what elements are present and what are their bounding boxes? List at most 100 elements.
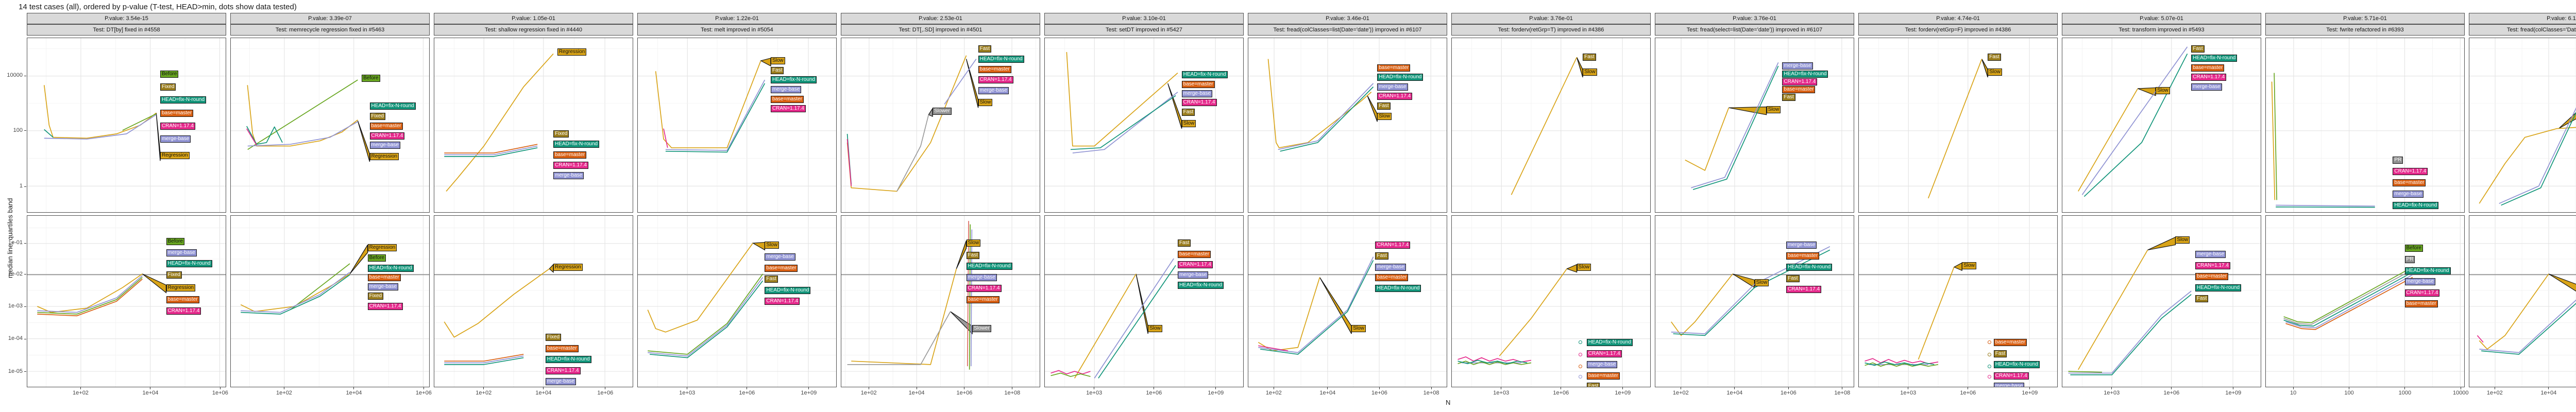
series-label: base=master [2195,273,2229,281]
facet-strip-pvalue: P.value: 1.22e-01 [637,13,837,24]
series-line-purple [44,115,157,139]
panel: base=master HEAD=fix-N-round merge-base CRA… [1248,38,1447,213]
x-axis-title: N [1446,399,1451,406]
series-line-teal [1458,360,1528,364]
series-label: merge-base [2195,251,2226,259]
series-label: Slower [933,108,952,115]
series-label: CRAN=1.17.4 [2195,262,2230,269]
data-dot [1988,374,1992,379]
series-line-teal [444,358,523,365]
series-label: base=master [2191,64,2225,72]
series-line-gold [656,61,761,148]
series-label: merge-base [1181,90,1212,98]
x-tick-label: 1e+06 [1146,390,1162,396]
facet-strip-pvalue: P.value: 5.07e-01 [2062,13,2261,24]
series-label: Fast [1993,350,2007,357]
chart-title: 14 test cases (all), ordered by p-value … [19,3,297,11]
facet-strip-pvalue: P.value: 2.53e-01 [841,13,1040,24]
series-label: merge-base [1177,271,1209,279]
series-label: base=master [1786,252,1820,260]
series-label: Before [166,238,184,246]
series-label: Regression [160,152,190,160]
series-label: HEAD=fix-N-round [166,260,212,268]
series-line-teal [241,275,350,314]
facet-strip-test: Test: DT[,.SD] improved in #4501 [841,24,1040,36]
y-tick-label: 1e-01 [8,239,23,246]
series-label: Slow [765,241,779,249]
series-label: HEAD=fix-N-round [1782,70,1828,78]
series-line-teal [2084,54,2187,196]
series-line-magenta [247,129,257,145]
y-tick-mark [24,186,26,187]
series-label: base=master [978,66,1011,74]
series-label: merge-base [553,172,584,180]
series-line-purple [1691,62,1778,187]
series-label: Fast [1177,239,1191,247]
series-label: Fast [966,251,979,259]
data-dot [1579,352,1583,356]
x-tick-label: 1000 [2398,390,2412,396]
series-label: merge-base [1586,361,1618,369]
x-tick-label: 1e+09 [1208,390,1224,396]
series-label: CRAN=1.17.4 [1377,93,1413,100]
series-line-magenta [1258,346,1288,351]
y-tick-label: 1e-02 [8,270,23,277]
panel-plot [2062,38,2261,212]
series-line-purple [1258,257,1373,353]
panel-plot [638,38,836,212]
x-tick-label: 1e+06 [956,390,973,396]
y-tick-mark [24,306,26,307]
series-label: HEAD=fix-N-round [1786,263,1833,271]
facet-strip-test: Test: fread(select=list(Date='date')) im… [1655,24,1854,36]
panel: Before merge-base HEAD=fix-N-round Fixed Reg… [27,215,226,387]
series-line-gold [2479,127,2576,203]
series-line-purple [241,272,350,313]
x-tick-label: 1e+08 [1004,390,1021,396]
series-label: merge-base [1782,62,1813,70]
series-label: Fast [1782,94,1795,101]
series-label: Regression [166,284,196,291]
series-line-purple [648,278,762,356]
series-label: merge-base [1377,83,1408,91]
facet-strip-test: Test: fread(colClasses='Date') improved … [2469,24,2576,36]
series-label: Slow [1988,68,2002,76]
series-label: CRAN=1.17.4 [545,367,581,374]
y-tick-label: 1 [19,183,23,189]
panel-plot [27,38,226,212]
series-label: HEAD=fix-N-round [966,263,1012,270]
series-line-gold [1512,57,1577,195]
panel: Slow Fast HEAD=fix-N-round merge-base CRAN=1… [841,215,1040,387]
series-line-green [2274,73,2277,200]
series-label: Fast [1586,382,1600,387]
x-tick-mark [219,387,221,389]
series-label: Slow [1377,113,1392,121]
series-line-green [248,80,358,149]
series-label: HEAD=fix-N-round [765,286,811,294]
series-line-purple [2069,291,2192,373]
series-line-gray [2284,270,2413,324]
series-label: base=master [1181,80,1215,88]
series-line-teal [247,126,282,144]
series-label: CRAN=1.17.4 [1177,261,1213,268]
series-line-teal [1693,66,1778,190]
panel-plot [2469,38,2576,212]
panel-plot [1248,216,1447,387]
series-label: HEAD=fix-N-round [978,55,1024,63]
x-tick-label: 1e+04 [535,390,552,396]
x-tick-label: 1e+09 [1615,390,1631,396]
series-label: CRAN=1.17.4 [2393,167,2428,175]
label-pointer [2138,87,2156,96]
series-label: base=master [2393,179,2426,186]
series-label: CRAN=1.17.4 [2191,74,2227,81]
series-label: CRAN=1.17.4 [1786,286,1822,294]
series-label: base=master [1782,85,1816,93]
panel: merge-baseHEAD=fix-N-roundbase=masterCRA… [2469,215,2576,387]
facet-strip-test: Test: fread(colClasses=list(Date='date')… [1248,24,1447,36]
series-line-gold [1928,59,1982,198]
series-label: Fast [1988,54,2001,61]
series-label: CRAN=1.17.4 [966,285,1002,293]
panel: Regression Fixed HEAD=fix-N-round base=mast… [434,38,633,213]
series-label: Fast [1375,252,1388,260]
series-label: HEAD=fix-N-round [2195,284,2242,291]
series-label: HEAD=fix-N-round [770,76,817,84]
